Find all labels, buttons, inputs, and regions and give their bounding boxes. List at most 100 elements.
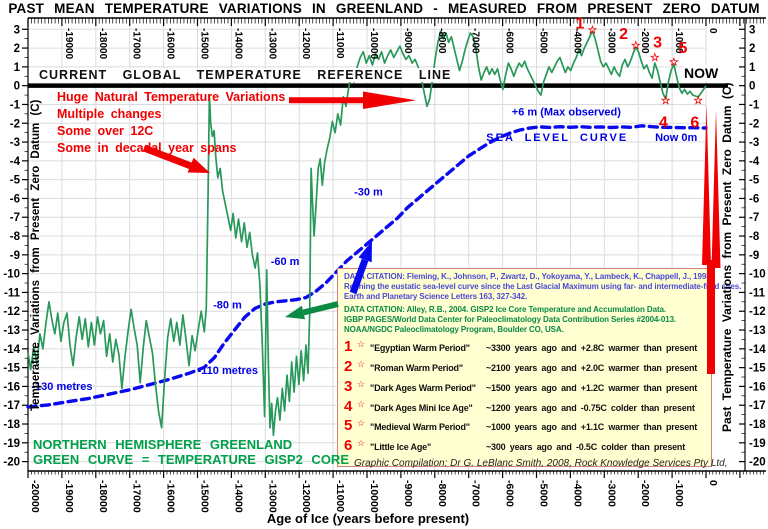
x-tick-label-bottom: -19000 xyxy=(63,480,75,513)
x-tick-label-top: -9000 xyxy=(402,28,413,54)
y-tick-label-right: -1 xyxy=(749,99,760,111)
y-tick-label-left: -7 xyxy=(10,212,20,224)
green-note-line2: GREEN CURVE = TEMPERATURE GISP2 CORE xyxy=(33,452,349,467)
y-tick-label-left: -18 xyxy=(3,419,20,431)
event-row-star-icon: ☆ xyxy=(357,398,366,409)
x-tick-label-top: -17000 xyxy=(131,28,142,60)
x-tick-label-bottom: -13000 xyxy=(266,480,278,513)
x-tick-label-bottom: -10000 xyxy=(368,480,380,513)
citation-text: DATA CITATION: Alley, R.B., 2004. GISP2 … xyxy=(344,304,666,314)
ice-core-citation: DATA CITATION: Alley, R.B., 2004. GISP2 … xyxy=(344,305,706,336)
y-tick-label-left: 0 xyxy=(14,81,20,93)
x-tick-label-top: -7000 xyxy=(470,28,481,54)
event-row-detail: ~3300 years ago and +2.8C warmer than pr… xyxy=(486,343,698,354)
x-tick-label-top: -10000 xyxy=(368,28,379,60)
y-tick-label-left: -9 xyxy=(10,250,20,262)
y-tick-label-right: 3 xyxy=(749,24,755,36)
x-tick-label-bottom: -5000 xyxy=(538,480,550,507)
y-tick-label-left: 1 xyxy=(14,62,21,74)
x-tick-label-bottom: -2000 xyxy=(639,480,651,507)
y-tick-label-left: 2 xyxy=(14,43,20,55)
y-tick-label-right: -17 xyxy=(749,400,766,412)
sea-level-label: -80 m xyxy=(213,299,242,311)
y-tick-label-right: -14 xyxy=(749,344,766,356)
y-tick-label-right: -12 xyxy=(749,306,766,318)
x-tick-label-bottom: -7000 xyxy=(470,480,482,507)
event-number: 2 xyxy=(619,26,628,43)
x-tick-label-top: -11000 xyxy=(334,28,345,59)
y-tick-label-right: -20 xyxy=(749,457,766,469)
event-row-detail: ~1500 years ago and +1.2C warmer than pr… xyxy=(486,382,698,393)
event-row-name: "Medieval Warm Period" xyxy=(370,422,470,433)
reference-line-label: CURRENT GLOBAL TEMPERATURE REFERENCE LIN… xyxy=(36,68,455,82)
y-tick-label-right: -19 xyxy=(749,438,766,450)
x-tick-label-bottom: -12000 xyxy=(300,480,312,513)
x-tick-label-bottom: -17000 xyxy=(131,480,143,513)
x-tick-label-top: -15000 xyxy=(199,28,210,60)
x-tick-label-bottom: -3000 xyxy=(605,480,617,507)
x-tick-label-bottom: -8000 xyxy=(436,480,448,507)
x-tick-label-bottom: -15000 xyxy=(199,480,211,513)
x-tick-label-top: -1000 xyxy=(673,28,684,54)
y-tick-label-left: -4 xyxy=(10,156,21,168)
x-tick-label-top: -2000 xyxy=(639,28,650,54)
y-tick-label-left: -16 xyxy=(3,381,20,393)
event-row-name: "Little Ice Age" xyxy=(370,442,432,453)
citation-text: Earth and Planetary Science Letters 163,… xyxy=(344,292,528,302)
sea-level-label: Now 0m xyxy=(655,132,697,144)
sea-level-label: -30 m xyxy=(354,187,383,199)
event-star-icon: ☆ xyxy=(669,57,679,69)
citation-text: Refining the eustatic sea-level curve si… xyxy=(344,282,742,292)
x-tick-label-top: -6000 xyxy=(504,28,515,54)
y-tick-label-right: -9 xyxy=(749,250,759,262)
x-tick-label-bottom: -20000 xyxy=(29,480,41,513)
credit-line: Graphic Compilation: Dr G. LeBlanc Smith… xyxy=(354,458,728,469)
x-tick-label-bottom: -18000 xyxy=(97,480,109,513)
x-tick-label-top: 0 xyxy=(707,28,718,34)
y-tick-label-left: -10 xyxy=(3,269,20,281)
sea-level-curve xyxy=(26,124,708,409)
y-tick-label-right: -4 xyxy=(749,156,760,168)
event-row-detail: ~1200 years ago and -0.75C colder than p… xyxy=(486,402,695,413)
x-tick-label-top: -3000 xyxy=(605,28,616,54)
warm-period-row: 4 ☆ "Dark Ages Mini Ice Age" ~1200 years ag… xyxy=(344,398,706,418)
y-tick-label-right: 2 xyxy=(749,43,755,55)
y-tick-label-left: -19 xyxy=(3,438,20,450)
temperature-curve xyxy=(27,30,707,437)
x-tick-label-bottom: -6000 xyxy=(504,480,516,507)
y-tick-label-left: -15 xyxy=(3,363,20,375)
x-tick-label-top: -13000 xyxy=(266,28,277,60)
event-row-number: 1 xyxy=(344,338,353,356)
sea-level-label: -110 metres xyxy=(198,365,259,377)
x-tick-label-bottom: -11000 xyxy=(334,480,346,512)
event-number: 1 xyxy=(575,16,584,33)
y-tick-label-left: -14 xyxy=(3,344,20,356)
now-label: NOW xyxy=(684,65,719,81)
y-tick-label-left: -20 xyxy=(3,457,20,469)
y-tick-label-right: -5 xyxy=(749,175,760,187)
y-tick-label-left: -5 xyxy=(10,175,21,187)
event-row-number: 6 xyxy=(344,437,353,455)
x-tick-label-top: -12000 xyxy=(300,28,311,60)
y-tick-label-right: -2 xyxy=(749,118,759,130)
y-tick-label-left: -11 xyxy=(4,287,21,299)
x-tick-label-bottom: -4000 xyxy=(571,480,583,507)
warm-period-row: 3 ☆ "Dark Ages Warm Period" ~1500 years ago… xyxy=(344,378,706,398)
x-tick-label-bottom: -9000 xyxy=(402,480,414,507)
sea-level-label: -130 metres xyxy=(31,381,92,393)
x-tick-label-bottom: 0 xyxy=(707,480,719,486)
x-tick-label-top: -5000 xyxy=(538,28,549,54)
event-star-icon: ☆ xyxy=(661,95,671,107)
event-row-detail: ~300 years ago and -0.5C colder than pre… xyxy=(486,442,686,453)
green-note-line1: NORTHERN HEMISPHERE GREENLAND xyxy=(33,437,293,452)
y-tick-label-right: -7 xyxy=(749,212,759,224)
y-tick-label-right: -16 xyxy=(749,381,766,393)
y-tick-label-right: -15 xyxy=(749,363,766,375)
chart-title: PAST MEAN TEMPERATURE VARIATIONS IN GREE… xyxy=(8,1,760,16)
red-note-line4: Some in decadal year spans xyxy=(57,141,237,155)
event-star-icon: ☆ xyxy=(693,95,703,107)
y-tick-label-left: 3 xyxy=(14,24,20,36)
event-row-name: "Dark Ages Mini Ice Age" xyxy=(370,402,473,413)
event-number: 3 xyxy=(653,34,662,51)
